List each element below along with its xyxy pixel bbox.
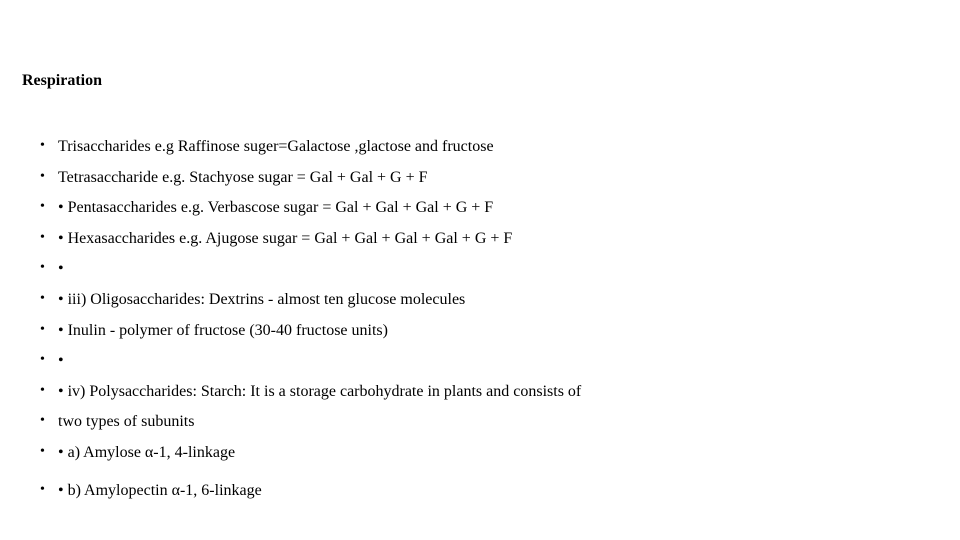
list-item: • b) Amylopectin α-1, 6-linkage (40, 482, 938, 500)
list-item: • (40, 260, 938, 278)
list-item: Tetrasaccharide e.g. Stachyose sugar = G… (40, 169, 938, 187)
list-item: • (40, 352, 938, 370)
list-item: two types of subunits (40, 413, 938, 431)
list-item: • iii) Oligosaccharides: Dextrins - almo… (40, 291, 938, 309)
list-item: • iv) Polysaccharides: Starch: It is a s… (40, 383, 938, 401)
list-item: • Inulin - polymer of fructose (30-40 fr… (40, 322, 938, 340)
page-title: Respiration (22, 72, 938, 90)
list-item: • a) Amylose α-1, 4-linkage (40, 444, 938, 462)
list-item: • Hexasaccharides e.g. Ajugose sugar = G… (40, 230, 938, 248)
list-item: Trisaccharides e.g Raffinose suger=Galac… (40, 138, 938, 156)
list-item: • Pentasaccharides e.g. Verbascose sugar… (40, 199, 938, 217)
bullet-list: Trisaccharides e.g Raffinose suger=Galac… (40, 138, 938, 499)
slide-page: Respiration Trisaccharides e.g Raffinose… (0, 0, 960, 499)
